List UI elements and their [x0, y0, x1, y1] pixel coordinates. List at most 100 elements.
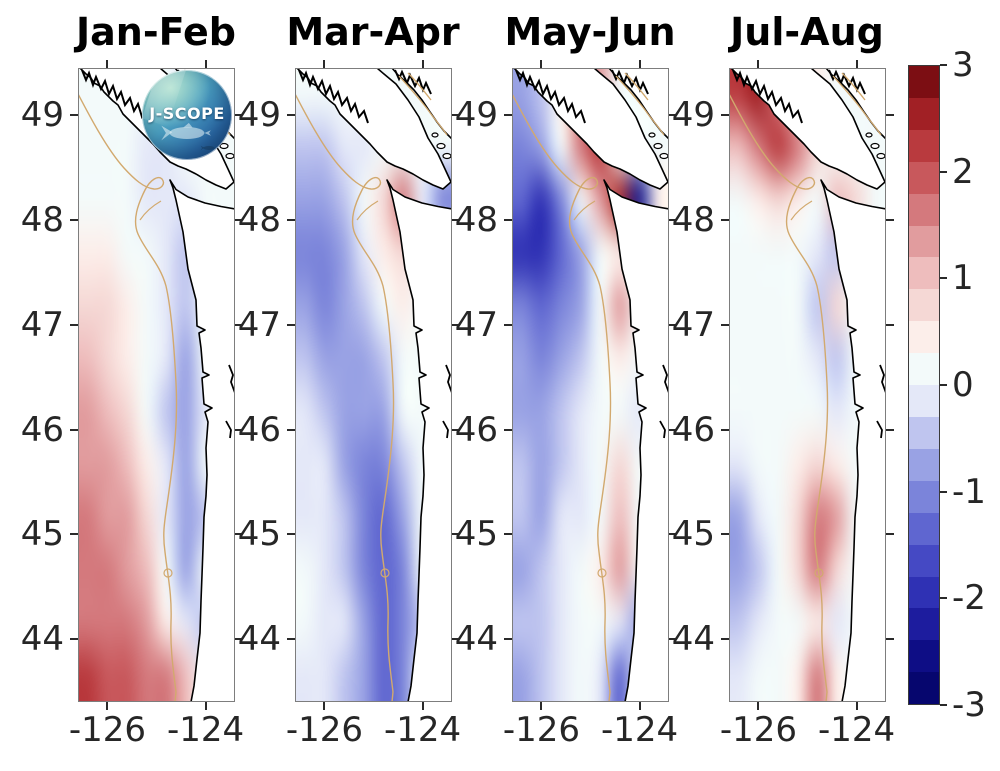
colorbar-tick: [940, 384, 947, 386]
colorbar-segment: [909, 448, 939, 481]
lat-tick: [504, 114, 512, 117]
lat-tick: [452, 218, 460, 221]
panel-title-jul-aug: Jul-Aug: [730, 10, 884, 54]
lon-tick-label: -124: [383, 710, 462, 750]
colorbar-tick-label: 2: [952, 151, 974, 192]
lat-tick: [721, 428, 729, 431]
colorbar-segment: [909, 480, 939, 513]
jscope-logo: J-SCOPE: [142, 70, 232, 160]
lat-tick: [886, 428, 894, 431]
colorbar-segment: [909, 161, 939, 194]
lon-tick-label: -126: [68, 710, 147, 750]
lat-tick: [452, 114, 460, 117]
lat-tick: [235, 218, 243, 221]
lat-tick: [721, 323, 729, 326]
lon-tick-label: -124: [600, 710, 679, 750]
lat-tick-label: 46: [454, 409, 498, 450]
colorbar-segment: [909, 257, 939, 290]
lat-tick: [504, 218, 512, 221]
lat-tick-label: 49: [454, 95, 498, 136]
colorbar-tick: [940, 277, 947, 280]
lat-tick: [504, 428, 512, 431]
colorbar-segment: [909, 353, 939, 386]
lat-tick: [886, 638, 894, 641]
colorbar-tick-label: -3: [952, 685, 986, 725]
panel-title-jan-feb: Jan-Feb: [76, 10, 236, 54]
colorbar: [908, 65, 940, 705]
lat-tick: [721, 114, 729, 117]
lat-tick: [70, 114, 78, 117]
lon-tick: [421, 60, 424, 68]
lon-tick-label: -126: [719, 710, 798, 750]
lat-tick-label: 49: [671, 95, 715, 136]
lat-tick: [504, 533, 512, 536]
lat-tick: [235, 638, 243, 641]
lat-tick: [886, 114, 894, 117]
lat-tick-label: 47: [20, 304, 64, 345]
lon-tick: [323, 60, 326, 68]
lat-tick: [70, 323, 78, 326]
lat-tick-label: 45: [671, 514, 715, 555]
lon-tick: [106, 60, 109, 68]
colorbar-tick-label: -1: [952, 471, 986, 512]
lat-tick-label: 48: [20, 199, 64, 240]
lat-tick: [669, 428, 677, 431]
lat-tick-label: 48: [237, 199, 281, 240]
colorbar-segment: [909, 129, 939, 162]
lat-tick: [235, 114, 243, 117]
colorbar-segment: [909, 385, 939, 417]
lat-tick: [287, 638, 295, 641]
lat-tick: [70, 428, 78, 431]
lon-tick: [540, 702, 543, 710]
lat-tick-label: 45: [20, 514, 64, 555]
lat-tick: [70, 218, 78, 221]
lat-tick-label: 46: [237, 409, 281, 450]
coastline-overlay: [729, 68, 886, 702]
lon-tick: [204, 702, 207, 710]
lon-tick: [855, 702, 858, 710]
lat-tick: [721, 533, 729, 536]
colorbar-tick: [940, 490, 947, 493]
lat-tick-label: 45: [237, 514, 281, 555]
lat-tick: [504, 638, 512, 641]
lat-tick: [886, 218, 894, 221]
lat-tick: [669, 533, 677, 536]
lat-tick-label: 49: [20, 95, 64, 136]
lat-tick: [287, 218, 295, 221]
lat-tick: [287, 114, 295, 117]
colorbar-segment: [909, 640, 939, 673]
map-panel-may-jun: [512, 68, 669, 702]
lon-tick: [421, 702, 424, 710]
colorbar-segment: [909, 97, 939, 130]
lat-tick: [452, 638, 460, 641]
lat-tick: [235, 323, 243, 326]
lat-tick: [669, 218, 677, 221]
colorbar-segment: [909, 512, 939, 545]
lat-tick: [504, 323, 512, 326]
lat-tick: [721, 218, 729, 221]
lon-tick: [323, 702, 326, 710]
colorbar-segment: [909, 66, 939, 98]
colorbar-segment: [909, 416, 939, 449]
colorbar-segment: [909, 576, 939, 609]
coastline-overlay: [78, 68, 235, 702]
lat-tick: [886, 533, 894, 536]
colorbar-tick-label: 3: [952, 45, 974, 85]
lat-tick: [70, 638, 78, 641]
lat-tick: [70, 533, 78, 536]
lon-tick: [106, 702, 109, 710]
lon-tick: [540, 60, 543, 68]
colorbar-tick-label: 0: [952, 365, 974, 405]
map-panel-mar-apr: [295, 68, 452, 702]
lat-tick-label: 46: [20, 409, 64, 450]
lon-tick-label: -126: [285, 710, 364, 750]
panel-title-mar-apr: Mar-Apr: [286, 10, 460, 54]
lat-tick-label: 49: [237, 95, 281, 136]
colorbar-tick-label: 1: [952, 258, 974, 299]
lat-tick: [452, 428, 460, 431]
fish-icon: [161, 122, 211, 141]
lon-tick-label: -124: [166, 710, 245, 750]
lat-tick-label: 48: [454, 199, 498, 240]
coastline-overlay: [512, 68, 669, 702]
